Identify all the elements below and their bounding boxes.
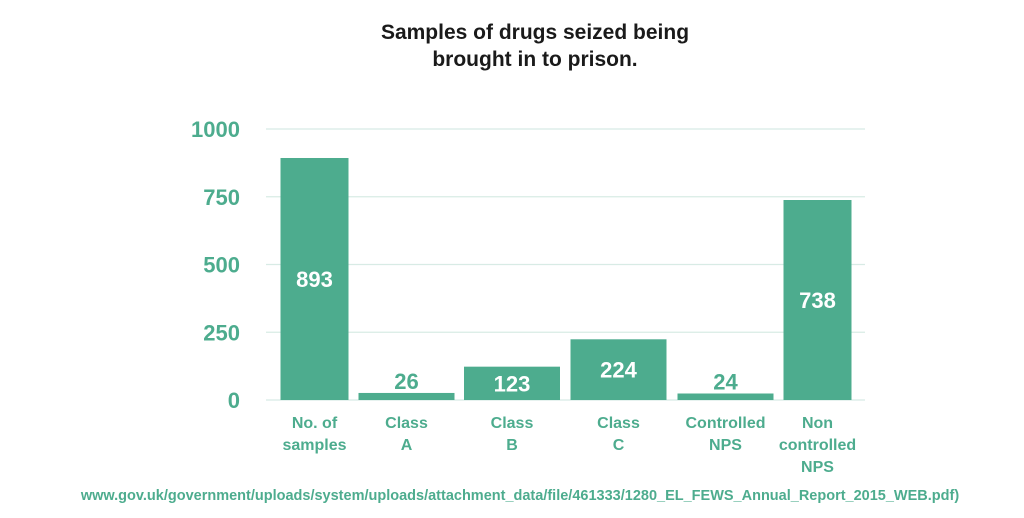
bar [570, 339, 667, 400]
bar [677, 393, 774, 400]
y-axis-ticks: 0 250 500 750 1000 [191, 117, 240, 413]
x-tick-label: No. of samples [282, 415, 346, 454]
gridlines [266, 128, 865, 401]
bar [783, 200, 852, 400]
chart-title-line-2: brought in to prison. [432, 48, 637, 71]
data-label: 123 [494, 371, 531, 396]
data-label: 224 [600, 358, 637, 383]
x-tick-label: Class A [385, 415, 428, 454]
data-label: 26 [394, 369, 418, 394]
y-tick-label: 500 [203, 253, 240, 278]
y-tick-label: 250 [203, 320, 240, 345]
y-tick-label: 0 [228, 388, 240, 413]
data-label: 738 [799, 288, 836, 313]
y-tick-label: 750 [203, 185, 240, 210]
y-tick-label: 1000 [191, 117, 240, 142]
bar [358, 392, 455, 400]
bar [280, 157, 349, 400]
x-tick-label: Controlled NPS [686, 415, 766, 454]
data-label: 893 [296, 267, 333, 292]
x-tick-label: Class C [597, 415, 640, 454]
x-tick-label: Non controlled NPS [779, 415, 856, 476]
chart-title-line-1: Samples of drugs seized being [381, 21, 689, 44]
chart-title: Samples of drugs seized being brought in… [381, 21, 689, 71]
data-label: 24 [713, 369, 738, 394]
value-labels: 893 26 123 224 24 738 [296, 267, 836, 396]
bar [464, 366, 560, 400]
source-citation: www.gov.uk/government/uploads/system/upl… [80, 488, 959, 504]
x-axis-ticks: No. of samples Class A Class B Class C Controlle… [282, 415, 856, 476]
bars [280, 157, 852, 400]
x-tick-label: Class B [491, 415, 534, 454]
